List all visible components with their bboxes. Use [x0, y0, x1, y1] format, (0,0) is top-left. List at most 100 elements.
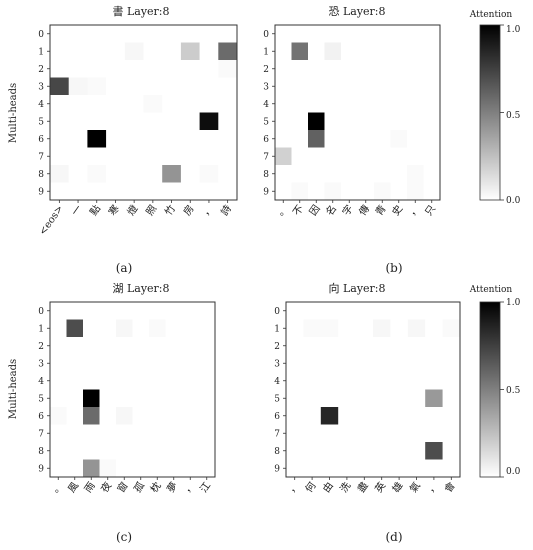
- panel-a-cell-r9-c1: [68, 182, 88, 201]
- panel-c-cell-r6-c0: [50, 407, 67, 425]
- panel-b-cell-r3-c8: [407, 77, 424, 96]
- panel-b-ytick-label: 2: [263, 65, 269, 75]
- panel-c-cell-r6-c5: [132, 407, 150, 425]
- panel-d-cell-r5-c2: [320, 389, 339, 408]
- panel-a-cell-r5-c6: [162, 112, 182, 131]
- panel-b-cell-r5-c1: [291, 112, 309, 131]
- panel-d-cell-r5-c3: [338, 389, 356, 408]
- panel-b-cell-r4-c7: [390, 95, 408, 113]
- panel-b-cell-r8-c2: [308, 165, 325, 183]
- panel-b-cell-r8-c9: [423, 165, 441, 183]
- panel-c-cell-r0-c8: [182, 302, 199, 320]
- panel-c-cell-r3-c9: [198, 354, 216, 373]
- panel-d-cell-r4-c5: [373, 372, 391, 390]
- panel-a-xtick-label: 點: [87, 202, 103, 218]
- panel-d-xtick-label: 盡: [354, 479, 370, 495]
- panel-a-cell-r4-c0: [50, 95, 69, 113]
- panel-a-cell-r9-c7: [180, 182, 200, 201]
- panel-c-title: 湖 Layer:8: [112, 282, 169, 295]
- panel-c-xtick-label: 夢: [164, 479, 180, 495]
- panel-d-cell-r9-c4: [355, 459, 374, 478]
- panel-d-cell-r6-c7: [407, 407, 426, 425]
- panel-a-ytick-label: 9: [38, 187, 44, 197]
- panel-b-cell-r9-c9: [423, 182, 441, 201]
- panel-d-cell-r3-c7: [407, 354, 426, 373]
- panel-c-cell-r4-c8: [182, 372, 199, 390]
- panel-a-cell-r8-c7: [180, 165, 200, 183]
- panel-a-cell-r7-c3: [106, 147, 126, 166]
- panel-d-cell-r5-c4: [355, 389, 374, 408]
- panel-a-cell-r9-c2: [87, 182, 107, 201]
- panel-c-cell-r5-c9: [198, 389, 216, 408]
- panel-b-cell-r1-c5: [357, 42, 375, 61]
- panel-a-cell-r8-c1: [68, 165, 88, 183]
- panel-d-cell-r7-c8: [425, 424, 443, 443]
- panel-a-cell-r3-c3: [106, 77, 126, 96]
- panel-c-cell-r9-c4: [116, 459, 133, 478]
- panel-c-cell-r3-c1: [66, 354, 84, 373]
- panel-a-cell-r4-c7: [180, 95, 200, 113]
- panel-b-cell-r5-c7: [390, 112, 408, 131]
- panel-d-cell-r7-c4: [355, 424, 374, 443]
- panel-c-cell-r5-c5: [132, 389, 150, 408]
- panel-b-cell-r0-c0: [275, 25, 292, 43]
- panel-d-cell-r8-c0: [286, 442, 304, 460]
- panel-b-cell-r0-c7: [390, 25, 408, 43]
- panel-c-cell-r8-c2: [83, 442, 100, 460]
- panel-b-ytick-label: 6: [263, 135, 269, 145]
- panel-a-cell-r7-c6: [162, 147, 182, 166]
- colorbar-bottom-tick-marks: [500, 301, 504, 478]
- panel-b-xtick-label: 不: [291, 203, 306, 218]
- panel-c-xtick-label: 。: [50, 480, 65, 495]
- panel-c-cell-r0-c2: [83, 302, 100, 320]
- panel-b-cell-r7-c1: [291, 147, 309, 166]
- panel-d-cell-r6-c4: [355, 407, 374, 425]
- panel-a-cell-r8-c8: [199, 165, 219, 183]
- panel-b-cell-r5-c0: [275, 112, 292, 131]
- panel-b-xtick-label: 青: [372, 202, 388, 218]
- panel-c-cell-r3-c0: [50, 354, 67, 373]
- panel-b-cell-r4-c6: [374, 95, 391, 113]
- panel-a-cell-r2-c3: [106, 60, 126, 78]
- panel-a-cell-r1-c8: [199, 42, 219, 61]
- panel-b-cell-r3-c2: [308, 77, 325, 96]
- panel-a-cell-r6-c7: [180, 130, 200, 148]
- panel-a-cell-r7-c9: [218, 147, 238, 166]
- panel-d-cell-r1-c4: [355, 319, 374, 338]
- panel-c-cell-r4-c1: [66, 372, 84, 390]
- panel-b-ytick-label: 1: [263, 47, 269, 57]
- panel-b-cell-r5-c8: [407, 112, 424, 131]
- panel-c-cell-r3-c6: [149, 354, 166, 373]
- panel-b-cell-r1-c0: [275, 42, 292, 61]
- panel-a-cell-r3-c7: [180, 77, 200, 96]
- panel-c-cell-r8-c5: [132, 442, 150, 460]
- panel-b-cell-r4-c8: [407, 95, 424, 113]
- panel-b-cell-r5-c3: [324, 112, 342, 131]
- colorbar-top: Attention 1.0 0.5 0.0: [469, 10, 521, 206]
- panel-a-title: 書 Layer:8: [112, 4, 169, 18]
- panel-a-cell-r7-c5: [143, 147, 163, 166]
- panel-d-cell-r3-c6: [390, 354, 409, 373]
- panel-a-cell-r8-c3: [106, 165, 126, 183]
- panel-c-cell-r4-c9: [198, 372, 216, 390]
- panel-b-cell-r9-c2: [308, 182, 325, 201]
- panel-a-cell-r6-c5: [143, 130, 163, 148]
- panel-b-cell-r6-c9: [423, 130, 441, 148]
- panel-b-cell-r7-c6: [374, 147, 391, 166]
- panel-b-cell-r6-c2: [308, 130, 325, 148]
- panel-c-cell-r8-c7: [165, 442, 183, 460]
- panel-a-cell-r4-c8: [199, 95, 219, 113]
- panel-a-cell-r3-c9: [218, 77, 238, 96]
- panel-a-ytick-label: 6: [38, 135, 44, 145]
- panel-d-cell-r0-c2: [320, 302, 339, 320]
- panel-d-cell-r0-c1: [303, 302, 322, 320]
- panel-c-xtick-label: ，: [182, 480, 197, 495]
- panel-c-cell-r6-c1: [66, 407, 84, 425]
- panel-c-cell-r7-c1: [66, 424, 84, 443]
- panel-c-cell-r9-c9: [198, 459, 216, 478]
- panel-d-cell-r1-c0: [286, 319, 304, 338]
- panel-a-ytick-labels: 0 1 2 3 4 5 6 7 8 9: [38, 30, 50, 197]
- panel-a-cell-r4-c1: [68, 95, 88, 113]
- panel-b-cell-r8-c4: [341, 165, 358, 183]
- panel-a-cell-r6-c4: [124, 130, 144, 148]
